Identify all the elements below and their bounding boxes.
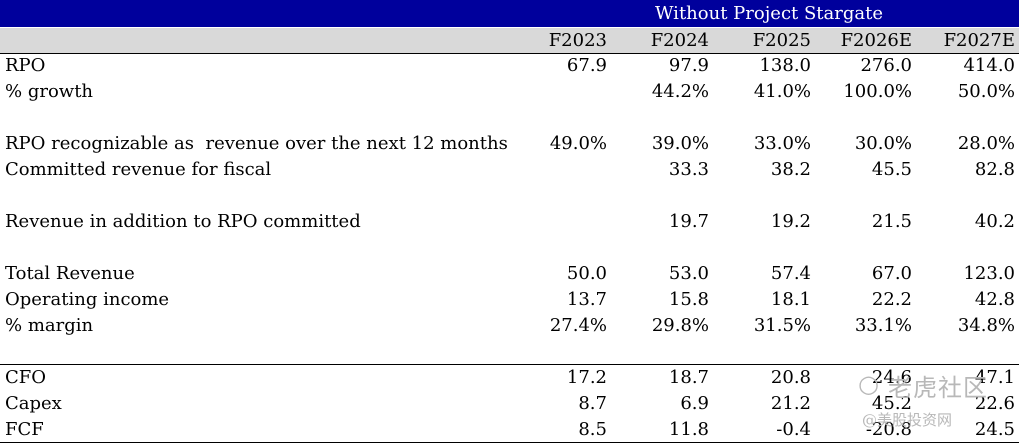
table-cell: 45.2 <box>871 393 912 414</box>
table-cell: 22.2 <box>871 289 912 310</box>
table-row-fcf: FCF 8.5 11.8 -0.4 -20.8 24.5 <box>0 417 1019 443</box>
table-cell: 50.0 <box>566 263 607 284</box>
table-row-rpo: RPO 67.9 97.9 138.0 276.0 414.0 <box>0 53 1019 79</box>
row-label: RPO recognizable as revenue over the nex… <box>5 133 508 154</box>
table-cell: 67.0 <box>871 263 912 284</box>
row-label: Revenue in addition to RPO committed <box>5 211 361 232</box>
column-header: F2025 <box>752 30 811 51</box>
table-cell: 33.0% <box>753 133 811 154</box>
table-cell: 33.1% <box>854 315 912 336</box>
table-cell: 82.8 <box>974 159 1015 180</box>
row-label: Capex <box>5 393 62 414</box>
column-header: F2024 <box>650 30 709 51</box>
table-cell: 17.2 <box>566 367 607 388</box>
table-cell: 41.0% <box>753 81 811 102</box>
table-cell: 123.0 <box>963 263 1015 284</box>
table-title-bar: Without Project Stargate <box>0 0 1019 27</box>
table-cell: 28.0% <box>957 133 1015 154</box>
column-header: F2026E <box>840 30 912 51</box>
column-header-row: F2023 F2024 F2025 F2026E F2027E <box>0 28 1019 54</box>
row-label: Committed revenue for fiscal <box>5 159 272 180</box>
table-cell: 18.7 <box>668 367 709 388</box>
table-row-margin: % margin 27.4% 29.8% 31.5% 33.1% 34.8% <box>0 313 1019 339</box>
table-cell: 49.0% <box>549 133 607 154</box>
table-cell: 100.0% <box>843 81 912 102</box>
column-header: F2023 <box>548 30 607 51</box>
table-title: Without Project Stargate <box>655 3 884 24</box>
table-cell: 45.5 <box>871 159 912 180</box>
row-label: Total Revenue <box>5 263 135 284</box>
table-cell: 40.2 <box>974 211 1015 232</box>
table-cell: 11.8 <box>668 419 709 440</box>
table-row-operating-income: Operating income 13.7 15.8 18.1 22.2 42.… <box>0 287 1019 313</box>
table-cell: 8.7 <box>578 393 607 414</box>
table-cell: 53.0 <box>668 263 709 284</box>
table-cell: 30.0% <box>854 133 912 154</box>
table-row-rpo-recognizable: RPO recognizable as revenue over the nex… <box>0 131 1019 157</box>
table-cell: 276.0 <box>860 55 912 76</box>
table-row-capex: Capex 8.7 6.9 21.2 45.2 22.6 <box>0 391 1019 417</box>
table-cell: 50.0% <box>957 81 1015 102</box>
row-label: % margin <box>5 315 94 336</box>
row-label: CFO <box>5 367 47 388</box>
table-cell: 24.6 <box>871 367 912 388</box>
table-cell: 31.5% <box>753 315 811 336</box>
table-row-growth: % growth 44.2% 41.0% 100.0% 50.0% <box>0 79 1019 105</box>
table-row-cfo: CFO 17.2 18.7 20.8 24.6 47.1 <box>0 365 1019 391</box>
row-label: Operating income <box>5 289 170 310</box>
table-cell: 8.5 <box>578 419 607 440</box>
table-row-total-revenue: Total Revenue 50.0 53.0 57.4 67.0 123.0 <box>0 261 1019 287</box>
table-cell: -20.8 <box>865 419 912 440</box>
row-label: RPO <box>5 55 46 76</box>
table-cell: 18.1 <box>770 289 811 310</box>
row-label: FCF <box>5 419 44 440</box>
table-cell: 33.3 <box>668 159 709 180</box>
section-divider <box>0 364 1019 365</box>
table-cell: 44.2% <box>651 81 709 102</box>
table-cell: 24.5 <box>974 419 1015 440</box>
table-cell: 47.1 <box>974 367 1015 388</box>
table-cell: 27.4% <box>549 315 607 336</box>
table-cell: 138.0 <box>759 55 811 76</box>
table-cell: 34.8% <box>957 315 1015 336</box>
table-cell: 39.0% <box>651 133 709 154</box>
table-cell: 13.7 <box>566 289 607 310</box>
table-cell: -0.4 <box>776 419 811 440</box>
table-cell: 97.9 <box>668 55 709 76</box>
table-cell: 20.8 <box>770 367 811 388</box>
table-row-revenue-addition: Revenue in addition to RPO committed 19.… <box>0 209 1019 235</box>
table-cell: 414.0 <box>963 55 1015 76</box>
table-cell: 57.4 <box>770 263 811 284</box>
table-cell: 22.6 <box>974 393 1015 414</box>
table-cell: 6.9 <box>680 393 709 414</box>
table-cell: 21.5 <box>871 211 912 232</box>
table-cell: 19.7 <box>668 211 709 232</box>
table-cell: 29.8% <box>651 315 709 336</box>
row-label: % growth <box>5 81 94 102</box>
table-cell: 19.2 <box>770 211 811 232</box>
table-cell: 42.8 <box>974 289 1015 310</box>
table-cell: 67.9 <box>566 55 607 76</box>
table-row-committed-revenue: Committed revenue for fiscal 33.3 38.2 4… <box>0 157 1019 183</box>
column-header: F2027E <box>943 30 1015 51</box>
table-cell: 38.2 <box>770 159 811 180</box>
table-cell: 21.2 <box>770 393 811 414</box>
table-cell: 15.8 <box>668 289 709 310</box>
